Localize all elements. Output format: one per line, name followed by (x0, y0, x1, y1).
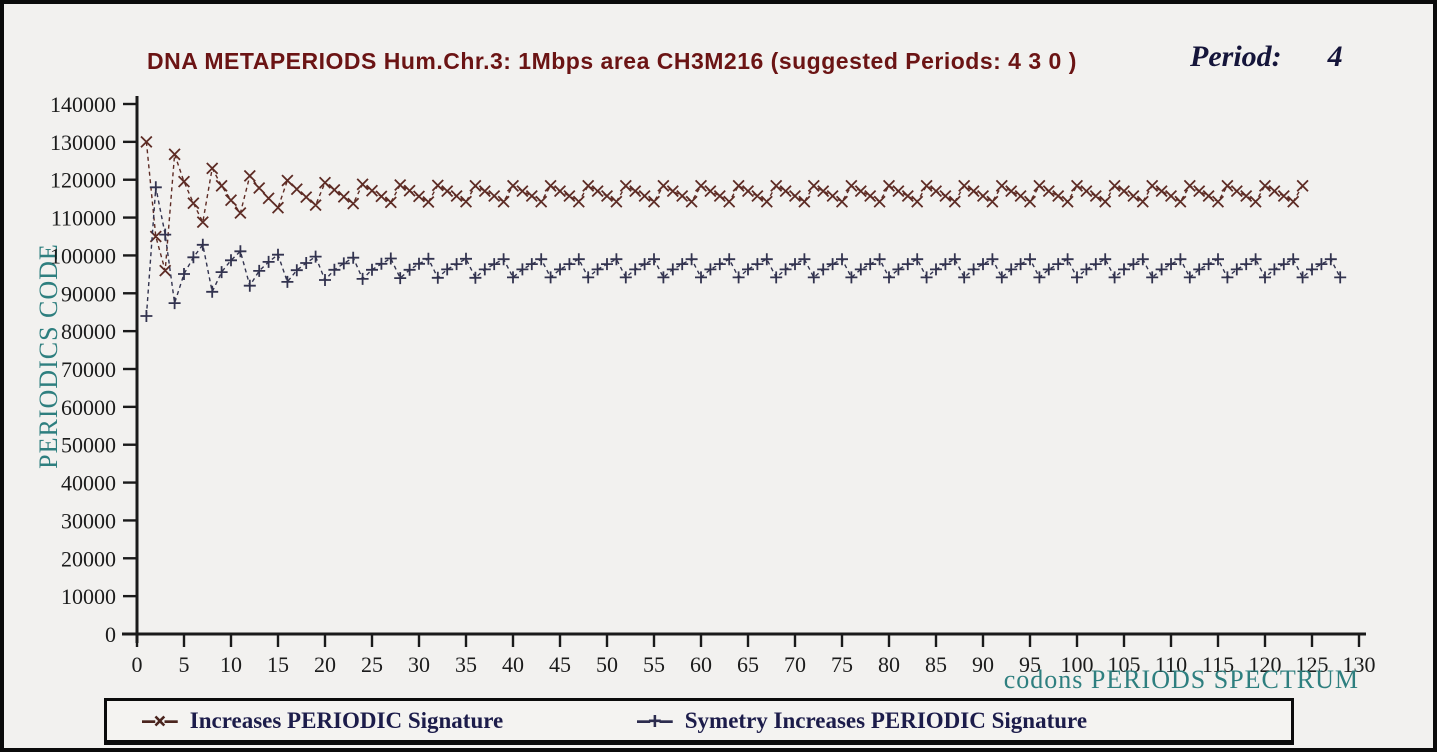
x-tick-label: 90 (972, 652, 994, 677)
x-tick-label: 45 (549, 652, 571, 677)
plot-area: 0 10000 20000 30000 40000 50000 60000 70000 8000… (50, 92, 1376, 677)
y-tick-label: 80000 (61, 319, 116, 344)
x-tick-label: 85 (925, 652, 947, 677)
x-tick-label: 30 (408, 652, 430, 677)
x-tick-label: 25 (361, 652, 383, 677)
y-tick-label: 140000 (50, 92, 116, 117)
x-tick-label: 120 (1249, 652, 1282, 677)
legend-entry-increases: —×— Increases PERIODIC Signature (142, 708, 503, 734)
y-tick-label: 10000 (61, 584, 116, 609)
x-tick-label: 100 (1061, 652, 1094, 677)
series-markers-symetry (140, 181, 1347, 322)
y-tick-label: 110000 (51, 206, 116, 231)
y-tick-label: 60000 (61, 395, 116, 420)
x-tick-label: 35 (455, 652, 477, 677)
x-tick-label: 55 (643, 652, 665, 677)
legend-label-symetry: Symetry Increases PERIODIC Signature (684, 707, 1088, 733)
y-tick-label: 90000 (61, 281, 116, 306)
x-tick-label: 75 (831, 652, 853, 677)
x-tick-label: 65 (737, 652, 759, 677)
series-line-symetry (145, 187, 1341, 317)
x-tick-label: 10 (220, 652, 242, 677)
x-tick-label: 40 (502, 652, 524, 677)
y-tick-label: 100000 (50, 243, 116, 268)
y-tick-label: 50000 (61, 433, 116, 458)
x-tick-label: 105 (1108, 652, 1141, 677)
x-tick-label: 80 (878, 652, 900, 677)
legend-box: —×— Increases PERIODIC Signature —+— Symet… (104, 698, 1294, 745)
x-axis-title: codons PERIODS SPECTRUM (1003, 665, 1359, 694)
x-tick-label: 50 (596, 652, 618, 677)
y-tick-label: 40000 (61, 471, 116, 496)
x-tick-label: 0 (132, 652, 143, 677)
legend-marker-plus-icon: —+— (637, 708, 673, 734)
series-markers-increases (140, 135, 1309, 277)
y-tick-label: 70000 (61, 357, 116, 382)
x-tick-label: 115 (1202, 652, 1234, 677)
x-tick-label: 70 (784, 652, 806, 677)
x-tick-label: 125 (1296, 652, 1329, 677)
period-indicator: Period: 4 (1190, 40, 1343, 74)
legend-entry-symetry: —+— Symetry Increases PERIODIC Signature (637, 708, 1087, 734)
legend-marker-x-icon: —×— (142, 708, 178, 734)
period-value: 4 (1327, 40, 1343, 73)
legend-label-increases: Increases PERIODIC Signature (189, 707, 504, 733)
y-tick-label: 120000 (50, 168, 116, 193)
x-tick-label: 60 (690, 652, 712, 677)
x-tick-label: 130 (1343, 652, 1376, 677)
x-tick-label: 5 (179, 652, 190, 677)
x-tick-label: 95 (1019, 652, 1041, 677)
y-tick-label: 20000 (61, 546, 116, 571)
chart-title: DNA METAPERIODS Hum.Chr.3: 1Mbps area CH… (147, 48, 1077, 74)
period-label: Period: (1190, 40, 1282, 73)
x-tick-label: 15 (267, 652, 289, 677)
y-tick-label: 0 (105, 622, 116, 647)
x-tick-label: 20 (314, 652, 336, 677)
y-tick-label: 30000 (61, 508, 116, 533)
x-tick-label: 110 (1155, 652, 1187, 677)
y-tick-label: 130000 (50, 130, 116, 155)
